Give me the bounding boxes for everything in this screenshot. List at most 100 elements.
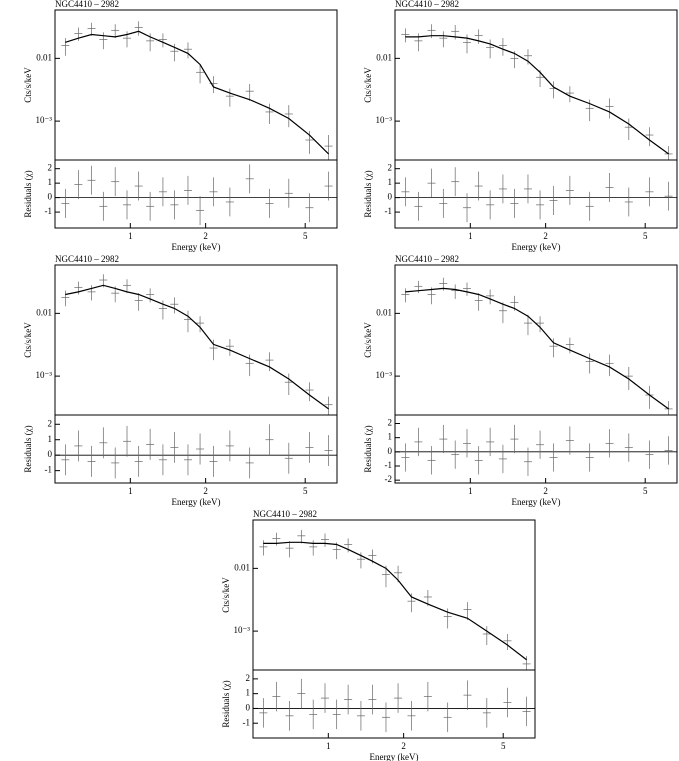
data-point — [297, 678, 306, 709]
data-point — [427, 168, 436, 198]
plot-frame — [394, 264, 678, 416]
data-point — [439, 31, 448, 48]
data-point — [565, 86, 574, 103]
data-point — [486, 190, 495, 220]
data-point — [503, 687, 512, 718]
data-point — [61, 38, 70, 56]
data-point — [170, 432, 179, 463]
y-tick-label: 0 — [388, 192, 393, 202]
data-point — [401, 28, 410, 43]
data-point — [146, 191, 155, 221]
y-tick-label: 0 — [388, 446, 393, 456]
data-point — [486, 39, 495, 59]
data-point — [259, 540, 268, 556]
data-point — [158, 177, 167, 207]
data-point — [645, 440, 654, 469]
data-point — [265, 188, 274, 218]
data-point — [486, 427, 495, 457]
y-tick-label: 1 — [388, 177, 393, 187]
y-tick-label: -1 — [385, 460, 393, 470]
data-point — [605, 354, 614, 377]
data-point — [123, 279, 132, 294]
data-point — [134, 445, 143, 477]
data-point — [463, 602, 472, 621]
model-line — [65, 284, 329, 410]
x-axis-label: Energy (keV) — [171, 242, 220, 252]
data-point — [645, 127, 654, 147]
data-point — [536, 430, 545, 459]
x-axis-label: Energy (keV) — [511, 497, 560, 507]
data-point — [664, 401, 673, 415]
y-tick-label: -1 — [385, 206, 393, 216]
y-tick-label: -1 — [243, 717, 251, 727]
data-point — [510, 424, 519, 454]
y-tick-label: -2 — [385, 474, 393, 484]
data-point — [74, 170, 83, 200]
data-point — [565, 426, 574, 455]
data-point — [523, 447, 532, 476]
x-tick-label: 1 — [468, 231, 473, 241]
y-tick-label: 2 — [388, 418, 393, 428]
y-tick-label: 0.01 — [36, 307, 52, 317]
y-axis-label: Residuals (χ) — [363, 425, 373, 472]
y-tick-label: 10⁻³ — [376, 115, 393, 125]
data-point — [265, 352, 274, 372]
y-axis-label: Residuals (χ) — [23, 425, 33, 472]
data-point — [394, 683, 403, 713]
data-point — [324, 171, 333, 201]
data-point — [272, 681, 281, 712]
y-tick-label: 0.01 — [36, 52, 52, 62]
data-point — [146, 428, 155, 460]
y-tick-label: 2 — [48, 163, 53, 173]
data-point — [265, 103, 274, 124]
data-point — [196, 196, 205, 226]
data-point — [523, 174, 532, 204]
x-axis-label: Energy (keV) — [369, 752, 418, 761]
x-axis-label: Energy (keV) — [171, 497, 220, 507]
y-axis-label: Residuals (χ) — [23, 170, 33, 217]
data-point — [451, 440, 460, 469]
plot-frame — [394, 9, 678, 161]
data-point — [427, 446, 436, 475]
plot-frame — [394, 159, 678, 229]
y-tick-label: 2 — [388, 163, 393, 173]
data-point — [664, 436, 673, 465]
chart-title: NGC4410 – 2982 — [55, 0, 119, 9]
data-point — [111, 447, 120, 479]
y-tick-label: 2 — [246, 673, 251, 683]
data-point — [209, 339, 218, 361]
data-point — [321, 533, 330, 547]
data-point — [158, 33, 167, 48]
model-line — [405, 35, 669, 155]
data-point — [305, 432, 314, 463]
data-point — [585, 191, 594, 221]
data-point — [565, 337, 574, 354]
x-tick-label: 2 — [203, 486, 208, 496]
data-point — [111, 24, 120, 39]
data-point — [451, 167, 460, 197]
data-point — [443, 702, 452, 733]
data-point — [99, 427, 108, 459]
data-point — [439, 188, 448, 218]
data-point — [123, 425, 132, 457]
data-point — [225, 339, 234, 356]
x-tick-label: 5 — [501, 741, 506, 751]
data-point — [439, 424, 448, 454]
data-point — [183, 42, 192, 59]
y-tick-label: 10⁻³ — [376, 370, 393, 380]
data-point — [324, 396, 333, 415]
data-point — [196, 316, 205, 333]
data-point — [309, 699, 318, 730]
data-point — [225, 187, 234, 217]
data-point — [321, 683, 330, 713]
data-point — [523, 49, 532, 65]
data-point — [99, 191, 108, 221]
data-point — [284, 178, 293, 208]
data-point — [482, 698, 491, 728]
x-tick-label: 1 — [468, 486, 473, 496]
x-tick-label: 2 — [543, 231, 548, 241]
data-point — [158, 444, 167, 476]
data-point — [486, 289, 495, 305]
y-axis-label: Cts/s/keV — [363, 322, 373, 358]
data-point — [474, 446, 483, 475]
